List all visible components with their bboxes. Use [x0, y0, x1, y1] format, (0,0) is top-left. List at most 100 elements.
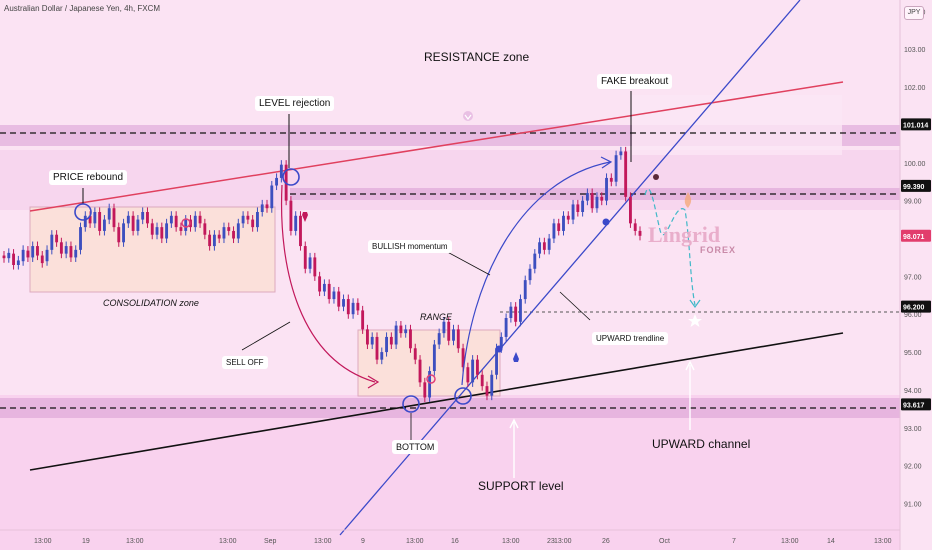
candle-body — [241, 215, 245, 224]
candle-body — [327, 283, 331, 300]
candle-body — [380, 352, 384, 360]
candle-body — [55, 234, 59, 243]
candle-body — [203, 223, 207, 235]
candle-body — [69, 246, 73, 258]
candle-body — [499, 336, 503, 349]
candle-body — [523, 280, 527, 300]
candle-body — [294, 215, 298, 231]
sell-off-arrow — [280, 184, 376, 383]
candle-body — [93, 212, 97, 224]
candle-body — [595, 196, 599, 209]
candle-body — [418, 359, 422, 383]
consolidation-zone-label: CONSOLIDATION zone — [103, 298, 199, 308]
candle-body — [432, 344, 436, 371]
candle-body — [102, 219, 106, 231]
candle-body — [107, 208, 111, 220]
candle-body — [227, 227, 231, 231]
y-tick-label: 103.00 — [904, 47, 926, 54]
candle-body — [399, 325, 403, 334]
x-tick-label: 13:00 — [219, 538, 237, 545]
x-tick-label: 13:00 — [406, 538, 424, 545]
x-tick-label: 13:00 — [314, 538, 332, 545]
x-tick-label: 13:00 — [554, 538, 572, 545]
candle-body — [141, 212, 145, 220]
candle-body — [480, 374, 484, 387]
candle-body — [614, 155, 618, 182]
candle-body — [547, 238, 551, 250]
candle-body — [557, 223, 561, 231]
candle-body — [122, 223, 125, 243]
resistance-zone-label: RESISTANCE zone — [424, 50, 530, 64]
candle-body — [59, 242, 63, 254]
candle-body — [251, 219, 255, 228]
candle-body — [413, 348, 417, 360]
price-label: 99.390 — [903, 184, 925, 191]
price-label-bg — [901, 398, 931, 411]
candle-body — [485, 386, 489, 396]
bullish-momentum-arrow — [461, 161, 611, 386]
x-tick-label: 26 — [602, 538, 610, 545]
candle-body — [112, 208, 116, 228]
candle-body — [389, 336, 393, 345]
y-tick-label: 94.00 — [904, 388, 922, 395]
candle-body — [155, 227, 159, 235]
candle-body — [428, 371, 432, 398]
candle-body — [423, 382, 427, 398]
y-tick-label: 102.00 — [904, 85, 926, 92]
candle-body — [533, 253, 537, 269]
candle-body — [275, 177, 279, 186]
candle-body — [542, 242, 546, 250]
currency-badge[interactable]: JPY — [904, 6, 924, 20]
candle-body — [217, 234, 221, 239]
candle-body — [605, 177, 608, 201]
x-tick-label: 13:00 — [126, 538, 144, 545]
x-tick-label: Sep — [264, 538, 277, 545]
fake-breakout-label: FAKE breakout — [597, 74, 673, 89]
candle-body — [342, 299, 345, 307]
candle-body — [361, 310, 365, 330]
candle-body — [566, 215, 570, 220]
candle-body — [624, 151, 628, 197]
candle-body — [256, 212, 259, 228]
candle-body — [356, 302, 360, 311]
symbol-title: Australian Dollar / Japanese Yen, 4h, FX… — [4, 4, 161, 13]
candle-body — [198, 215, 202, 224]
candle-body — [609, 177, 613, 182]
candle-body — [370, 336, 374, 345]
candle-body — [212, 234, 216, 247]
time-axis[interactable]: 13:00 19 13:00 13:00 Sep 13:00 9 13:00 16 13:00 23… — [34, 538, 892, 545]
candle-body — [600, 196, 604, 201]
x-tick-label: 7 — [732, 538, 736, 545]
candle-body — [322, 283, 326, 292]
candle-body — [452, 329, 455, 341]
level-rejection-label: LEVEL rejection — [255, 96, 335, 111]
candle-body — [475, 359, 479, 375]
price-label-bg — [901, 118, 931, 131]
x-tick-label: 13:00 — [502, 538, 520, 545]
resistance-trendline — [29, 81, 844, 212]
price-labels: 101.014 99.390 98.071 96.200 93.617 — [901, 118, 931, 411]
bottom-label: BOTTOM — [392, 440, 439, 454]
candle-body — [365, 329, 369, 345]
candle-body — [590, 193, 594, 209]
y-tick-label: 95.00 — [904, 350, 922, 357]
y-tick-label: 96.00 — [904, 312, 922, 319]
candle-body — [385, 336, 388, 353]
candle-body — [193, 215, 197, 228]
bottom-touch-circle — [402, 395, 420, 413]
candle-body — [184, 219, 188, 231]
price-label: 98.071 — [903, 234, 925, 241]
price-label-bg — [901, 229, 931, 242]
candle-body — [21, 249, 25, 262]
candle-body — [232, 230, 235, 239]
snail-icon-range — [426, 374, 436, 384]
candle-body — [12, 253, 15, 265]
rocket-icon — [513, 352, 519, 362]
y-tick-label: 92.00 — [904, 464, 922, 471]
x-tick-label: 9 — [361, 538, 365, 545]
candle-body — [131, 215, 135, 231]
candle-body — [265, 204, 269, 209]
candle-body — [289, 200, 293, 231]
y-tick-label: 100.00 — [904, 161, 926, 168]
